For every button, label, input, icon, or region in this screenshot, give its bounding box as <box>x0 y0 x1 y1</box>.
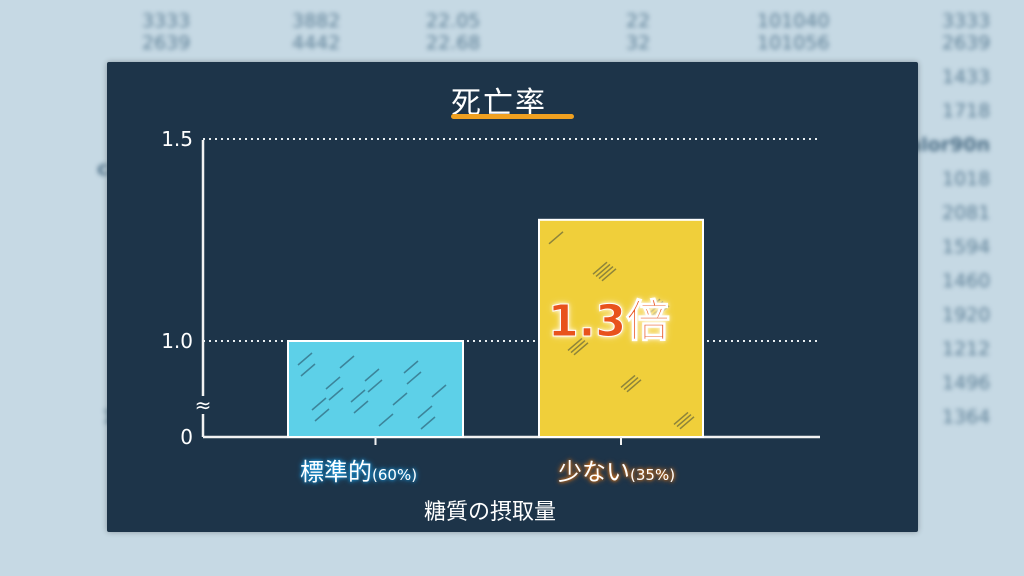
x-category-label: 少ない <box>558 458 630 486</box>
bar-hatch <box>353 400 369 414</box>
bar-hatch <box>392 392 408 406</box>
chart-panel <box>107 62 918 532</box>
background-cell: 2639 <box>942 32 991 54</box>
x-category-less: 少ない(35%) <box>558 452 675 487</box>
bar-hatch <box>325 376 341 390</box>
background-cell: 2639 <box>142 32 191 54</box>
bar-hatch <box>339 355 355 369</box>
bar-hatch <box>403 360 419 374</box>
bar-hatch <box>592 261 608 275</box>
background-cell: 1718 <box>942 100 991 122</box>
bar-hatch <box>328 387 344 401</box>
bar <box>538 218 704 438</box>
background-cell: 1594 <box>942 236 991 258</box>
bar-hatch <box>651 303 667 317</box>
bar-hatch <box>431 384 447 398</box>
bar-hatch <box>623 377 639 391</box>
bar-hatch <box>648 300 664 314</box>
background-cell: 1018 <box>942 168 991 190</box>
bar-hatch <box>673 411 689 425</box>
title-underline <box>451 114 574 119</box>
bar-hatch <box>601 268 617 282</box>
bar-hatch <box>311 397 327 411</box>
bar-hatch <box>297 352 313 366</box>
bar-hatch <box>548 231 564 245</box>
bar-hatch <box>420 416 436 430</box>
axis-break-gap <box>192 396 214 414</box>
x-category-label: 標準的 <box>300 458 372 486</box>
x-axis-label: 糖質の摂取量 <box>424 500 557 525</box>
axis-break-icon: ≈ <box>195 393 212 417</box>
bar-hatch <box>570 340 586 354</box>
y-tick-label: 0 <box>180 425 193 449</box>
bar-hatch <box>567 337 583 351</box>
bar-hatch <box>367 379 383 393</box>
background-cell: 4442 <box>292 32 341 54</box>
x-category-standard: 標準的(60%) <box>300 452 417 487</box>
y-tick-label: 1.5 <box>161 127 193 151</box>
background-cell: 22.68 <box>426 32 481 54</box>
bar-hatch <box>300 363 316 377</box>
background-cell: 101056 <box>757 32 830 54</box>
bar-hatch <box>378 413 394 427</box>
background-cell: 1433 <box>942 66 991 88</box>
bar-hatch <box>626 379 642 393</box>
background-cell: 1920 <box>942 304 991 326</box>
ratio-annotation: 1.3倍 <box>548 296 671 348</box>
bar-hatch <box>406 371 422 385</box>
background-cell: 3882 <box>292 10 341 32</box>
bar <box>287 340 464 438</box>
bar-hatch <box>620 374 636 388</box>
bar-hatch <box>679 416 695 430</box>
background-cell: 2081 <box>942 202 991 224</box>
x-category-share: (35%) <box>630 466 676 484</box>
background-cell: 101040 <box>757 10 830 32</box>
bar-hatch <box>598 266 614 280</box>
bar-hatch <box>417 405 433 419</box>
background-cell: 22.05 <box>426 10 481 32</box>
background-cell: 1364 <box>942 406 991 428</box>
bar-hatch <box>314 408 330 422</box>
background-cell: 1212 <box>942 338 991 360</box>
bar-hatch <box>654 305 670 319</box>
background-cell: 3333 <box>142 10 191 32</box>
background-header-cell: calor90n <box>897 134 990 156</box>
background-cell: 32 <box>626 32 651 54</box>
x-category-share: (60%) <box>372 466 418 484</box>
background-cell: 22 <box>626 10 651 32</box>
bar-hatch <box>645 298 661 312</box>
background-cell: 1460 <box>942 270 991 292</box>
background-cell: 1496 <box>942 372 991 394</box>
bar-hatch <box>573 342 589 356</box>
bar-hatch <box>595 263 611 277</box>
background-cell: 3333 <box>942 10 991 32</box>
bar-hatch <box>676 414 692 428</box>
bar-hatch <box>350 389 366 403</box>
y-tick-label: 1.0 <box>161 329 193 353</box>
bar-hatch <box>364 368 380 382</box>
